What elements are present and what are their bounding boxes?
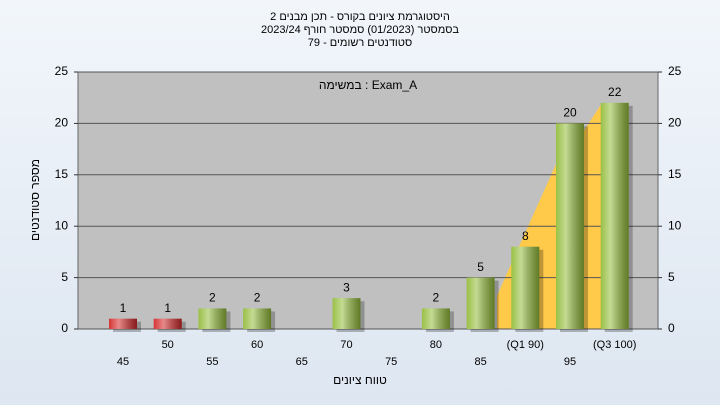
bar-highlight xyxy=(198,308,227,329)
y2-tick-label: 20 xyxy=(668,116,682,130)
bar-highlight xyxy=(153,318,182,329)
y2-tick-label: 25 xyxy=(668,64,682,78)
bar-highlight xyxy=(243,308,272,329)
bar-highlight xyxy=(600,102,629,329)
bar-highlight xyxy=(332,298,361,329)
value-label: 2 xyxy=(209,291,216,305)
chart-subtitle: סטודנטים רשומים - 79 xyxy=(308,37,412,49)
x-tick-label: 50 xyxy=(162,339,174,351)
x-tick-label: 45 xyxy=(117,356,129,368)
value-label: 22 xyxy=(608,85,622,99)
bar-highlight xyxy=(466,277,495,329)
x-tick-label: (Q3 100) xyxy=(593,339,636,351)
chart-title: היסטוגרמת ציונים בקורס - תכן מבנים 2 xyxy=(270,11,450,23)
x-tick-label: 65 xyxy=(296,356,308,368)
value-label: 8 xyxy=(522,229,529,243)
y-tick-label: 15 xyxy=(55,167,69,181)
y-axis-label: מספר סטודנטים xyxy=(28,159,42,241)
value-label: 1 xyxy=(120,301,127,315)
value-label: 3 xyxy=(343,280,350,294)
x-tick-label: (Q1 90) xyxy=(507,339,544,351)
y-tick-label: 20 xyxy=(55,116,69,130)
bar-highlight xyxy=(421,308,450,329)
value-label: 2 xyxy=(433,291,440,305)
x-tick-label: 95 xyxy=(564,356,576,368)
x-tick-label: 85 xyxy=(474,356,486,368)
y-tick-label: 25 xyxy=(55,64,69,78)
x-tick-label: 55 xyxy=(206,356,218,368)
y2-tick-label: 5 xyxy=(668,270,675,284)
y-tick-label: 10 xyxy=(55,218,69,232)
y2-tick-label: 0 xyxy=(668,321,675,335)
value-label: 1 xyxy=(164,301,171,315)
x-tick-label: 70 xyxy=(340,339,352,351)
bar-highlight xyxy=(109,318,137,329)
y2-tick-label: 10 xyxy=(668,218,682,232)
value-label: 5 xyxy=(477,260,484,274)
x-axis-label: טווח ציונים xyxy=(333,373,387,387)
x-tick-label: 80 xyxy=(430,339,442,351)
x-tick-label: 60 xyxy=(251,339,263,351)
y-tick-label: 0 xyxy=(61,321,68,335)
bar-highlight xyxy=(556,123,584,330)
bar-highlight xyxy=(511,246,540,329)
value-label: 20 xyxy=(563,106,577,120)
x-tick-label: 75 xyxy=(385,356,397,368)
annotation: במשימה : Exam_A xyxy=(319,78,417,92)
chart-subtitle: בסמסטר (01/2023) סמסטר חורף 2023/24 xyxy=(261,24,459,36)
y-tick-label: 5 xyxy=(61,270,68,284)
value-label: 2 xyxy=(254,291,261,305)
y2-tick-label: 15 xyxy=(668,167,682,181)
